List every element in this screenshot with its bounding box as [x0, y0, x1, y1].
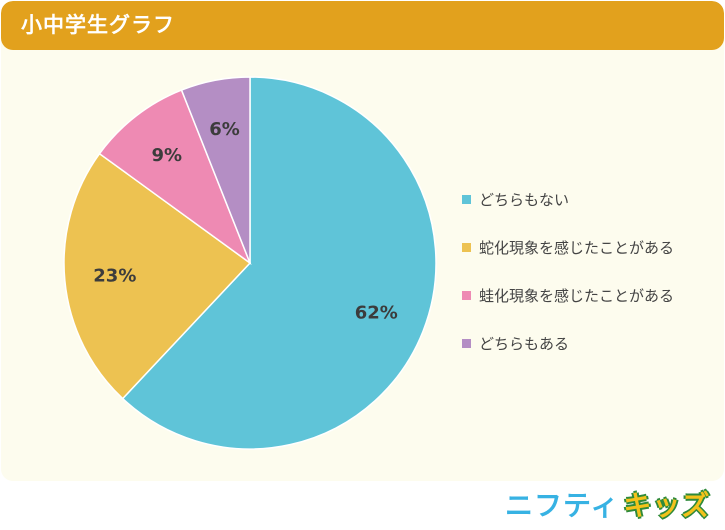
legend-item: どちらもある	[462, 331, 674, 355]
page-title: 小中学生グラフ	[21, 13, 175, 37]
legend-item: 蛙化現象を感じたことがある	[462, 283, 674, 307]
nifty-kids-logo[interactable]: ニフティ キッズ	[505, 484, 710, 524]
legend-label: どちらもある	[479, 334, 570, 353]
pie-chart: 62% 23% 9% 6%	[63, 76, 437, 450]
legend-swatch	[462, 338, 471, 348]
slice-data-label: 23%	[93, 265, 136, 286]
logo-text-nifty: ニフティ	[505, 489, 620, 522]
pie-slice	[63, 152, 252, 400]
pie-slice	[180, 76, 251, 264]
legend-label: 蛙化現象を感じたことがある	[479, 286, 675, 305]
slice-data-label: 6%	[209, 119, 240, 140]
legend-swatch	[462, 290, 471, 300]
legend-item: どちらもない	[462, 187, 674, 211]
slice-data-label: 9%	[151, 145, 182, 166]
pie-slice	[121, 76, 437, 450]
slice-data-label: 62%	[355, 302, 398, 323]
legend-swatch	[462, 242, 471, 252]
pie-slice	[98, 89, 252, 266]
header-bar: 小中学生グラフ	[1, 1, 724, 50]
legend: どちらもない 蛇化現象を感じたことがある 蛙化現象を感じたことがある どちらもあ…	[462, 187, 674, 379]
chart-panel: 小中学生グラフ 62% 23% 9% 6% どちらもない 蛇化現象を感じたことがある …	[1, 1, 724, 481]
legend-item: 蛇化現象を感じたことがある	[462, 235, 674, 259]
legend-label: どちらもない	[479, 190, 570, 209]
logo-text-kids: キッズ	[623, 489, 711, 522]
legend-label: 蛇化現象を感じたことがある	[479, 238, 675, 257]
legend-swatch	[462, 194, 471, 204]
